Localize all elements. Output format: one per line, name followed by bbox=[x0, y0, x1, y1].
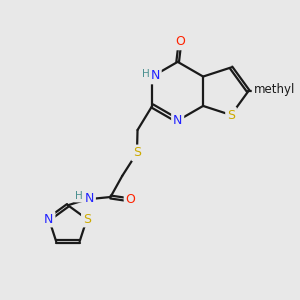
Text: O: O bbox=[125, 194, 135, 206]
Text: N: N bbox=[44, 212, 54, 226]
Text: S: S bbox=[133, 146, 141, 159]
Text: H: H bbox=[142, 69, 150, 79]
Text: S: S bbox=[83, 212, 91, 226]
Text: H: H bbox=[75, 191, 83, 201]
Text: O: O bbox=[175, 35, 185, 48]
Text: methyl: methyl bbox=[254, 83, 295, 96]
Text: S: S bbox=[227, 109, 235, 122]
Text: N: N bbox=[173, 114, 182, 127]
Text: N: N bbox=[85, 192, 94, 205]
Text: N: N bbox=[151, 70, 160, 83]
